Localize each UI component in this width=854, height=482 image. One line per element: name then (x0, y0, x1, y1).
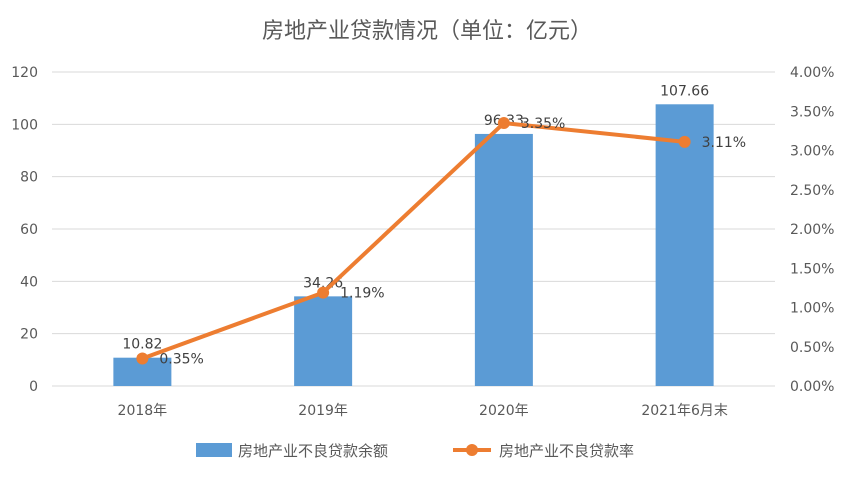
legend-marker (466, 444, 478, 456)
legend-swatch-bar (196, 443, 232, 457)
left-tick-label: 120 (11, 65, 38, 81)
right-tick-label: 1.00% (790, 301, 834, 317)
right-tick-label: 4.00% (790, 65, 834, 81)
x-tick-label: 2019年 (298, 403, 348, 419)
bar-data-label: 10.82 (122, 337, 162, 353)
bar-data-label: 107.66 (660, 83, 709, 99)
legend-label-bar: 房地产业不良贷款余额 (238, 442, 388, 460)
line-data-label: 3.11% (702, 135, 746, 151)
bar-data-label: 34.26 (303, 275, 343, 291)
right-tick-label: 2.50% (790, 183, 834, 199)
legend-label-line: 房地产业不良贷款率 (499, 442, 634, 460)
line-point (678, 135, 691, 148)
line-data-label: 1.19% (340, 286, 384, 302)
line-data-label: 0.35% (159, 352, 203, 368)
line-data-label: 3.35% (521, 116, 565, 132)
left-tick-label: 80 (20, 170, 38, 186)
line-path (141, 121, 685, 361)
left-y-axis: 0 20 40 60 80 100 120 (11, 65, 38, 395)
left-tick-label: 0 (29, 379, 38, 395)
left-tick-label: 60 (20, 222, 38, 238)
right-tick-label: 3.50% (790, 104, 834, 120)
line-point (136, 352, 149, 365)
line-series: 0.35% 1.19% 3.35% 3.11% (136, 116, 746, 368)
x-tick-label: 2021年6月末 (641, 403, 728, 419)
right-y-axis: 0.00% 0.50% 1.00% 1.50% 2.00% 2.50% 3.00% 3.50%… (790, 65, 834, 395)
legend: 房地产业不良贷款余额 房地产业不良贷款率 (196, 442, 634, 460)
x-axis: 2018年 2019年 2020年 2021年6月末 (118, 403, 728, 419)
left-tick-label: 40 (20, 274, 38, 290)
bar (474, 133, 533, 386)
chart-title: 房地产业贷款情况（单位：亿元） (262, 19, 592, 44)
right-tick-label: 2.00% (790, 222, 834, 238)
right-tick-label: 3.00% (790, 144, 834, 160)
line-point (497, 117, 510, 130)
line-point (317, 286, 330, 299)
bar (294, 296, 353, 386)
right-tick-label: 0.50% (790, 340, 834, 356)
left-tick-label: 100 (11, 117, 38, 133)
x-tick-label: 2020年 (479, 403, 529, 419)
right-tick-label: 1.50% (790, 261, 834, 277)
right-tick-label: 0.00% (790, 379, 834, 395)
left-tick-label: 20 (20, 327, 38, 343)
x-tick-label: 2018年 (118, 403, 168, 419)
bar (655, 104, 714, 386)
gridlines (52, 71, 775, 387)
